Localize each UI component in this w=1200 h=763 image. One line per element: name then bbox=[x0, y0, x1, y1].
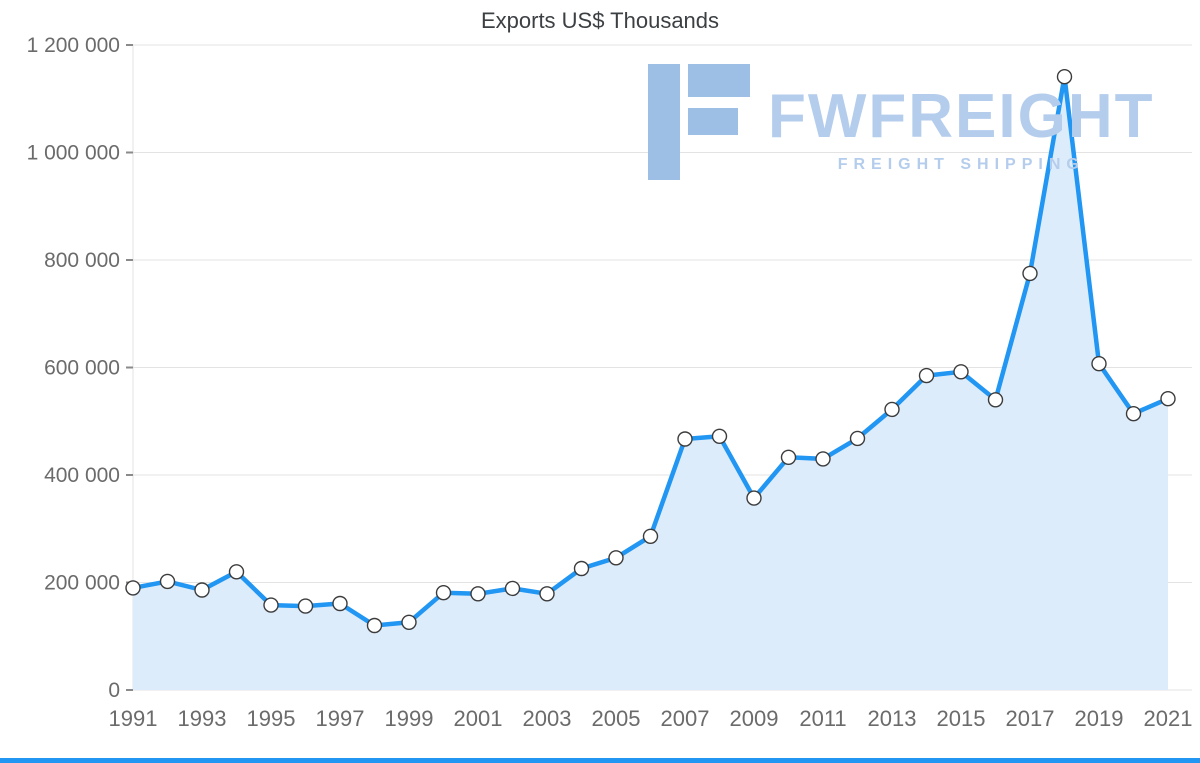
x-tick-label: 2021 bbox=[1144, 706, 1193, 731]
data-point bbox=[1091, 356, 1107, 372]
x-tick-label: 2011 bbox=[799, 706, 846, 731]
data-point bbox=[884, 401, 900, 418]
data-point bbox=[1160, 391, 1176, 407]
data-point bbox=[297, 598, 314, 614]
data-point bbox=[1056, 68, 1073, 85]
data-point bbox=[815, 451, 831, 467]
y-tick-label: 1 200 000 bbox=[27, 34, 120, 57]
y-tick-label: 200 000 bbox=[44, 572, 120, 595]
x-tick-label: 2001 bbox=[454, 706, 503, 731]
data-point bbox=[1022, 265, 1038, 282]
x-tick-label: 2015 bbox=[937, 706, 986, 731]
x-tick-label: 1999 bbox=[385, 706, 434, 731]
x-tick-label: 2007 bbox=[661, 706, 710, 731]
data-point bbox=[504, 580, 521, 597]
bottom-accent-bar bbox=[0, 758, 1200, 763]
x-tick-label: 2003 bbox=[523, 706, 572, 731]
data-point bbox=[125, 580, 141, 596]
x-tick-label: 2009 bbox=[730, 706, 779, 731]
data-point bbox=[573, 560, 590, 577]
area-fill bbox=[133, 76, 1168, 690]
data-point bbox=[746, 490, 762, 506]
data-point bbox=[642, 528, 659, 544]
data-point bbox=[953, 364, 969, 380]
x-tick-label: 1997 bbox=[316, 706, 365, 731]
x-tick-label: 2017 bbox=[1006, 706, 1055, 731]
x-axis-labels: 1991 1993 1995 1997 1999 2001 2003 2005 2007 2009… bbox=[109, 706, 1193, 731]
data-point bbox=[539, 586, 555, 602]
data-point bbox=[401, 614, 417, 630]
data-point bbox=[263, 597, 279, 613]
x-tick-label: 1991 bbox=[109, 706, 158, 731]
y-tick-label: 400 000 bbox=[44, 464, 120, 487]
chart-title: Exports US$ Thousands bbox=[480, 8, 720, 33]
data-point bbox=[159, 573, 176, 590]
data-point bbox=[780, 449, 797, 465]
y-tick-label: 800 000 bbox=[44, 249, 120, 272]
data-point bbox=[849, 430, 866, 447]
data-point bbox=[366, 617, 383, 634]
data-point bbox=[435, 585, 452, 601]
y-axis-labels: 0 200 000 400 000 600 000 800 000 1 000 000 1 … bbox=[27, 34, 120, 702]
x-tick-label: 1993 bbox=[178, 706, 227, 731]
data-point bbox=[677, 431, 693, 447]
data-point bbox=[470, 586, 486, 602]
x-tick-label: 2013 bbox=[868, 706, 917, 731]
data-point bbox=[918, 367, 935, 384]
x-tick-label: 2019 bbox=[1075, 706, 1124, 731]
y-tick-label: 1 000 000 bbox=[27, 142, 120, 165]
x-tick-label: 1995 bbox=[247, 706, 296, 731]
data-point bbox=[332, 595, 348, 612]
data-point bbox=[1125, 406, 1142, 422]
data-point bbox=[194, 582, 210, 598]
x-tick-label: 2005 bbox=[592, 706, 641, 731]
data-point bbox=[228, 564, 245, 580]
area-path bbox=[133, 76, 1168, 690]
data-point bbox=[608, 550, 624, 566]
y-tick-label: 0 bbox=[108, 679, 120, 702]
data-point bbox=[711, 428, 728, 444]
y-tick-label: 600 000 bbox=[44, 357, 120, 380]
data-point-markers bbox=[125, 68, 1176, 634]
data-point bbox=[987, 392, 1004, 408]
